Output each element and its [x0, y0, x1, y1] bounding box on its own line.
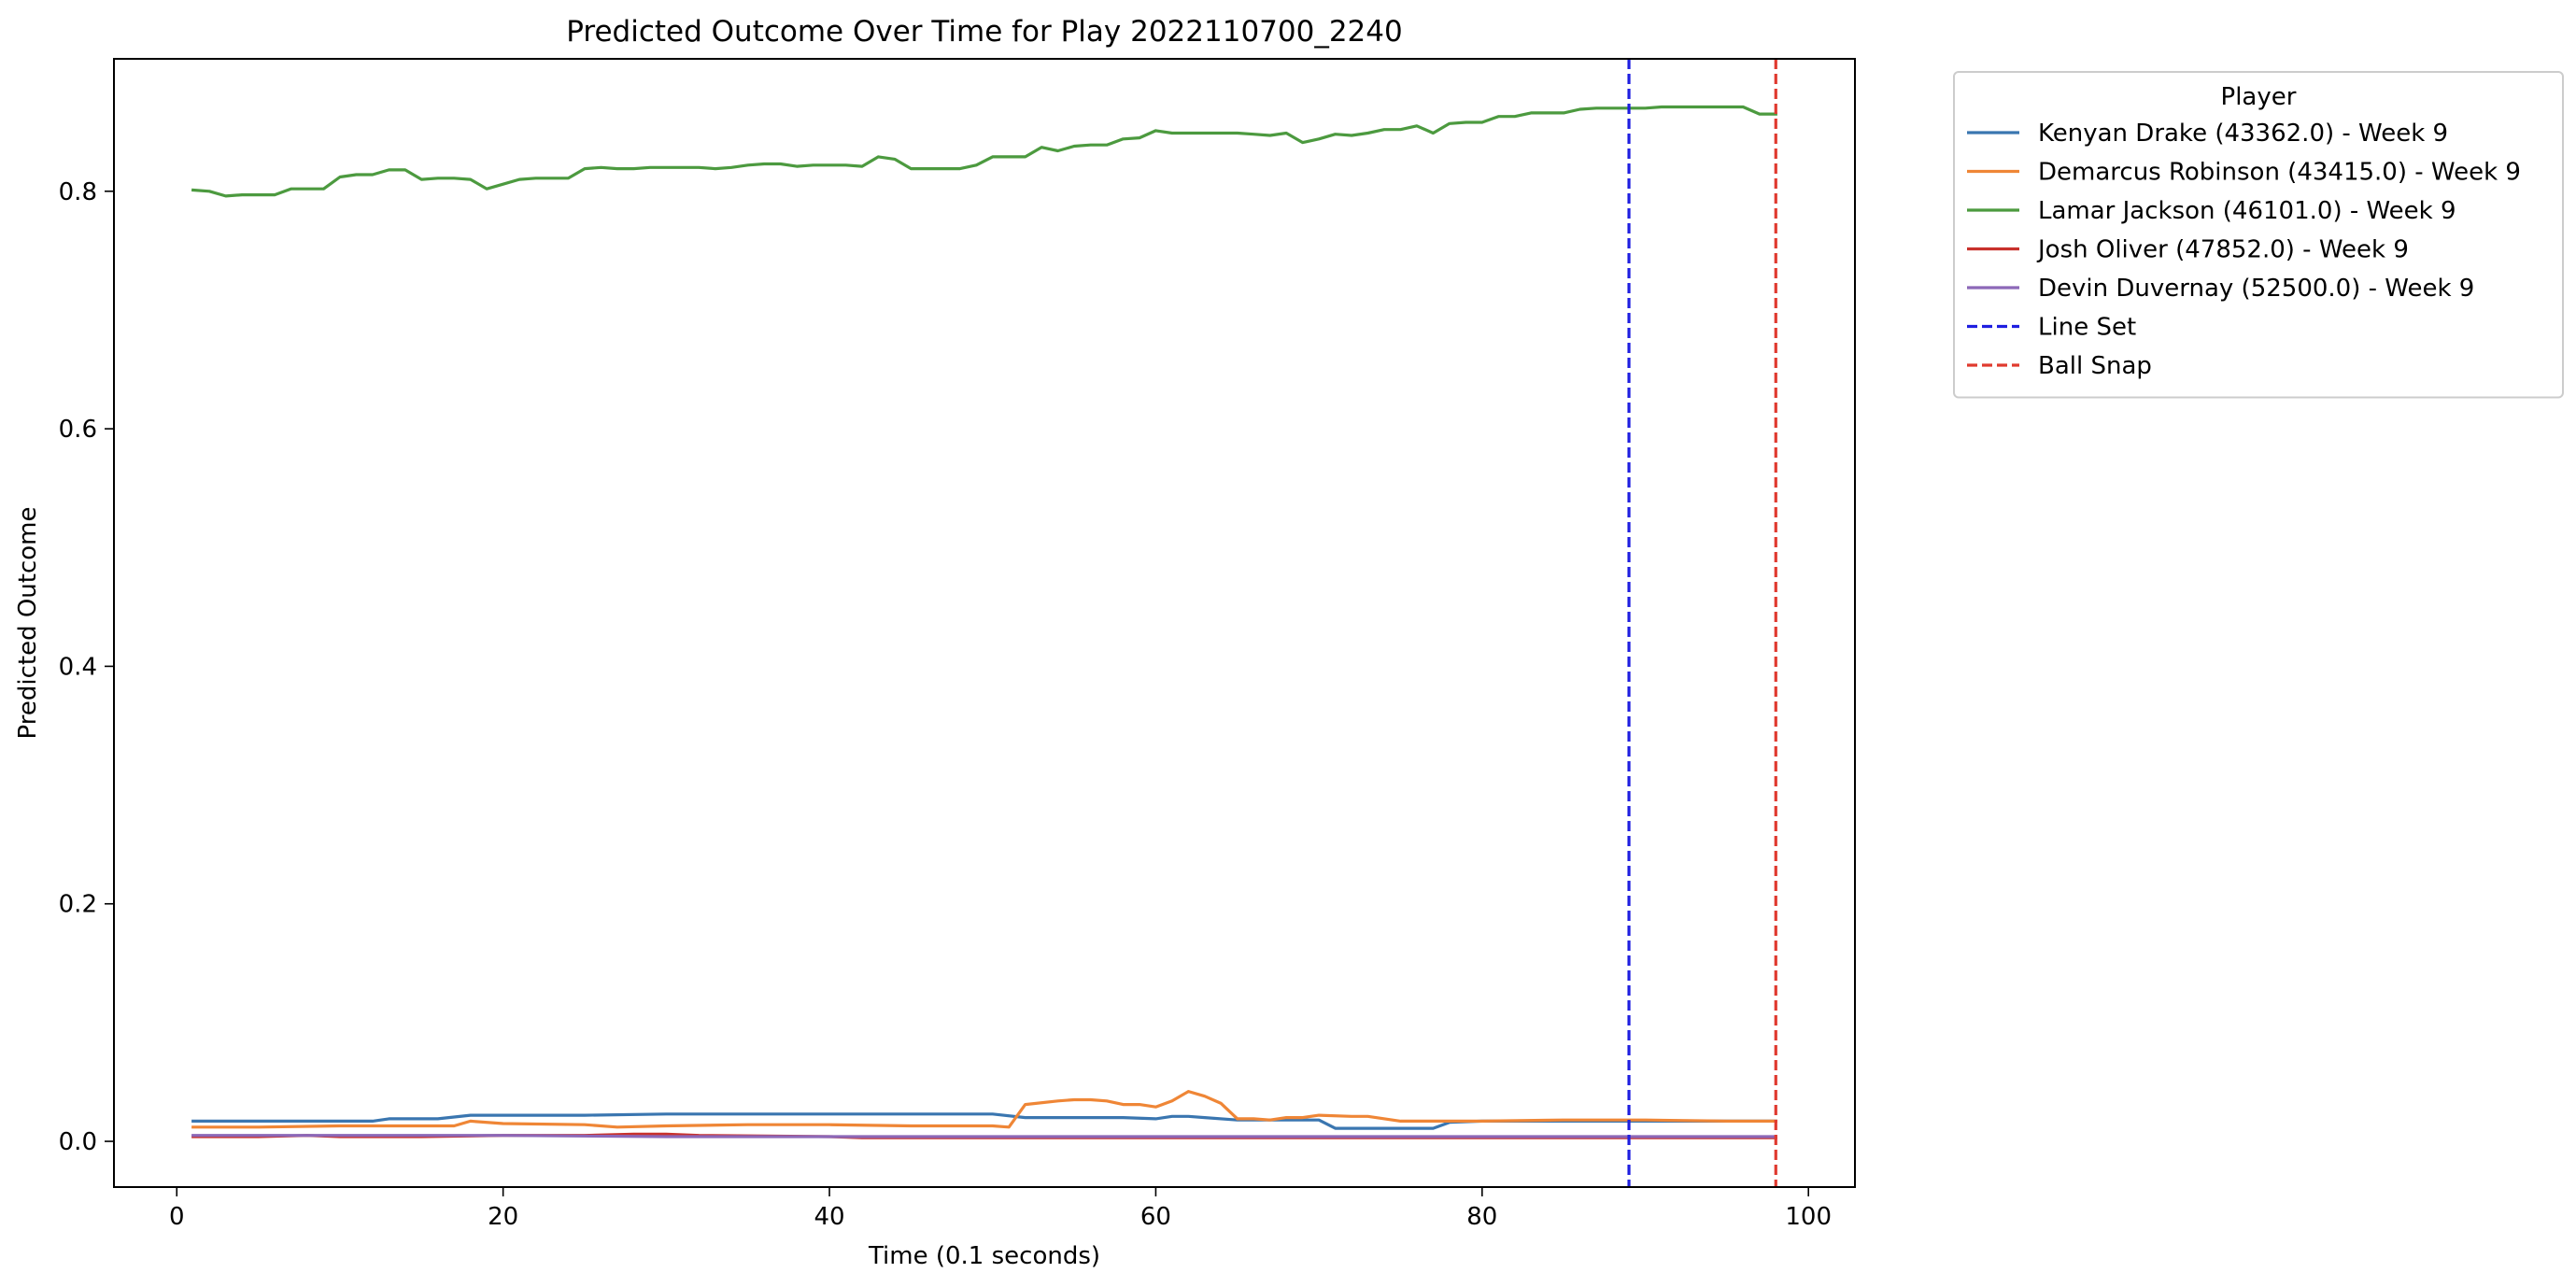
plot-lines: [191, 105, 1777, 1139]
legend-label: Devin Duvernay (52500.0) - Week 9: [2038, 275, 2474, 303]
series-line-2: [191, 1089, 1777, 1129]
chart-title: Predicted Outcome Over Time for Play 202…: [566, 15, 1402, 49]
legend-items: Kenyan Drake (43362.0) - Week 9 Demarcus …: [1967, 120, 2521, 380]
x-tick-label: 80: [1466, 1203, 1497, 1231]
x-axis: 0 20 40 60 80 100: [169, 1187, 1832, 1231]
event-lines: [1627, 59, 1777, 1187]
y-tick-label: 0.8: [59, 178, 97, 206]
legend-label: Line Set: [2038, 314, 2136, 342]
legend-title: Player: [2221, 83, 2297, 111]
x-axis-title: Time (0.1 seconds): [868, 1242, 1100, 1270]
y-tick-label: 0.2: [59, 891, 97, 919]
legend: Player Kenyan Drake (43362.0) - Week 9 De…: [1953, 71, 2564, 399]
x-tick-label: 20: [488, 1203, 518, 1231]
y-tick-label: 0.6: [59, 416, 97, 444]
y-axis: 0.0 0.2 0.4 0.6 0.8: [59, 178, 114, 1156]
y-axis-title: Predicted Outcome: [14, 507, 42, 740]
legend-label: Lamar Jackson (46101.0) - Week 9: [2038, 197, 2456, 225]
legend-label: Ball Snap: [2038, 352, 2152, 380]
legend-label: Demarcus Robinson (43415.0) - Week 9: [2038, 159, 2521, 187]
series-line-3: [191, 105, 1777, 198]
y-tick-label: 0.0: [59, 1128, 97, 1156]
legend-box: [1953, 71, 2564, 399]
legend-label: Josh Oliver (47852.0) - Week 9: [2036, 236, 2409, 264]
x-tick-label: 60: [1140, 1203, 1171, 1231]
plot-frame: [113, 58, 1856, 1188]
x-tick-label: 0: [169, 1203, 185, 1231]
y-tick-label: 0.4: [59, 653, 97, 681]
series-line-5: [191, 1134, 1777, 1138]
series-line-1: [191, 1112, 1777, 1130]
x-tick-label: 100: [1785, 1203, 1832, 1231]
legend-label: Kenyan Drake (43362.0) - Week 9: [2038, 120, 2448, 148]
x-tick-label: 40: [814, 1203, 844, 1231]
